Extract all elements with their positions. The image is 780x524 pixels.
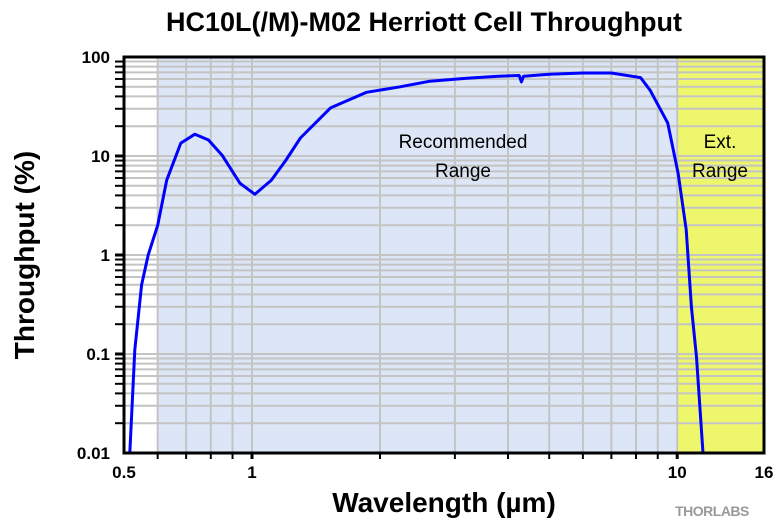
throughput-curve	[128, 71, 705, 454]
y-tick-label: 0.01	[77, 444, 110, 463]
region-label: Ext.	[704, 132, 737, 153]
x-tick-label: 0.5	[112, 463, 136, 482]
plot-area: Recommended Range Ext. Range 0.01 0.1 1 10 100 0.…	[77, 48, 774, 482]
y-axis-label: Throughput (%)	[9, 151, 40, 359]
region-label: Recommended	[399, 132, 528, 153]
region-label: Range	[692, 161, 748, 182]
region-label: Range	[435, 161, 491, 182]
y-tick-label: 1	[101, 246, 110, 265]
plot-frame	[122, 55, 766, 455]
x-tick-label: 1	[247, 463, 256, 482]
x-axis-label: Wavelength (µm)	[332, 487, 556, 518]
y-tick-label: 0.1	[86, 345, 110, 364]
y-tick-label: 10	[91, 147, 110, 166]
x-tick-label: 10	[668, 463, 687, 482]
x-tick-label: 16	[755, 463, 774, 482]
thorlabs-logo: THORLABS	[675, 503, 749, 519]
y-tick-label: 100	[82, 48, 110, 67]
chart-title: HC10L(/M)-M02 Herriott Cell Throughput	[166, 7, 682, 37]
